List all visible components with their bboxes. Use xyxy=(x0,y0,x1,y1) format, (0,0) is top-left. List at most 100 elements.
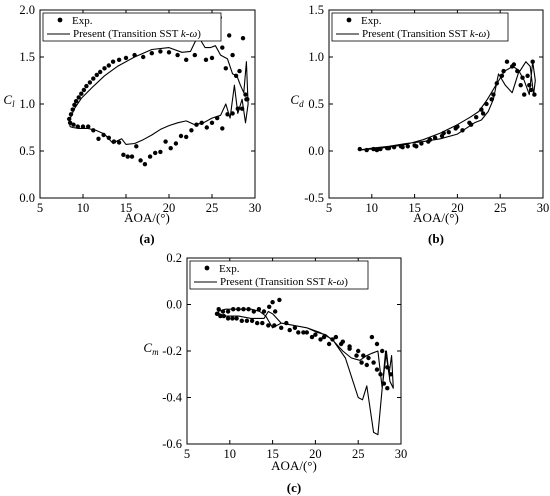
chart-b-legend-label-present: Present (Transition SST k-ω) xyxy=(362,28,490,40)
chart-a-exp-point xyxy=(106,63,112,68)
chart-a-exp-point xyxy=(173,141,179,146)
chart-b-exp-point xyxy=(405,144,410,149)
chart-c-legend-label-exp: Exp. xyxy=(219,263,240,275)
chart-b-legend-marker-exp xyxy=(346,17,352,23)
chart-c-exp-point xyxy=(225,316,231,321)
chart-b-frame xyxy=(328,9,544,199)
chart-a-exp-point xyxy=(204,125,209,130)
chart-c-exp-point xyxy=(256,307,262,312)
chart-c-exp-point xyxy=(318,337,323,342)
chart-c-exp-point xyxy=(225,309,231,314)
chart-a-exp-point xyxy=(129,154,135,159)
chart-b-xtick-label: 5 xyxy=(326,201,332,215)
chart-b-legend-box xyxy=(331,12,509,42)
chart-c-exp-point xyxy=(239,318,244,323)
chart-c-exp-point xyxy=(277,297,282,303)
chart-b-exp-point xyxy=(474,115,479,120)
chart-a-exp-point xyxy=(116,140,122,145)
chart-a-exp-point xyxy=(81,87,87,93)
chart-c-ylabel: Cm xyxy=(143,340,159,357)
chart-a-legend-label-present: Present (Transition SST k-ω) xyxy=(73,28,201,40)
chart-c-exp-point xyxy=(304,330,309,335)
chart-a-exp-point xyxy=(86,124,91,129)
chart-a-xtick-label: 15 xyxy=(120,201,133,215)
chart-b-xlabel: AOA/(°) xyxy=(413,210,459,225)
chart-a-exp-point xyxy=(142,162,148,167)
chart-c-exp-point xyxy=(244,318,250,323)
chart-b-ytick-label: 1.0 xyxy=(308,50,324,64)
chart-a-legend-marker-exp xyxy=(57,17,63,23)
chart-a-exp-point xyxy=(220,45,225,50)
chart-c-exp-point xyxy=(364,362,369,368)
chart-c-ytick-label: 0.2 xyxy=(166,251,182,265)
chart-b-legend-label-exp: Exp. xyxy=(361,15,382,27)
chart-c-exp-point xyxy=(292,325,298,330)
chart-a-panel-label: (a) xyxy=(139,231,154,246)
chart-a-exp-point xyxy=(79,91,84,96)
chart-a-exp-point xyxy=(184,57,189,62)
chart-b-xtick-label: 10 xyxy=(366,201,379,215)
chart-c-exp-point xyxy=(234,316,239,321)
chart-c-exp-point xyxy=(273,309,278,314)
chart-a-exp-point xyxy=(96,136,101,141)
chart-a-ytick-label: 1.0 xyxy=(19,97,35,111)
chart-c-exp-point xyxy=(366,355,371,361)
chart-c-ytick-label: 0.0 xyxy=(166,298,182,312)
chart-a-exp-point xyxy=(71,122,76,127)
chart-c-exp-point xyxy=(309,334,315,340)
chart-b-xtick-label: 30 xyxy=(537,201,550,215)
chart-a-exp-point xyxy=(209,55,215,61)
chart-c-exp-point xyxy=(380,348,385,354)
chart-b-ylabel: Cd xyxy=(290,92,304,109)
chart-a-exp-point xyxy=(209,120,215,126)
chart-c-exp-point xyxy=(359,360,364,365)
chart-c-exp-point xyxy=(287,327,292,333)
chart-c-exp-point xyxy=(340,339,345,344)
chart-c-series-present-line xyxy=(217,308,394,436)
chart-c-panel-label: (c) xyxy=(287,480,301,495)
chart-a-legend-box xyxy=(42,12,222,42)
chart-a-exp-point xyxy=(163,139,168,144)
chart-b-exp-point xyxy=(511,62,517,67)
chart-b-exp-point xyxy=(532,92,537,97)
chart-c-ytick-label: -0.2 xyxy=(162,344,182,358)
chart-a-exp-point xyxy=(121,152,126,157)
chart-a-exp-point xyxy=(192,52,197,58)
chart-b-exp-point xyxy=(446,130,451,135)
chart-c-legend-box xyxy=(189,260,369,290)
chart-a-ytick-label: 1.5 xyxy=(19,50,35,64)
chart-b-ytick-label: 0.5 xyxy=(308,97,324,111)
chart-c-exp-point xyxy=(326,341,332,347)
chart-b-legend: Exp. Present (Transition SST k-ω) xyxy=(331,12,509,42)
chart-a-exp-point xyxy=(227,33,232,38)
chart-c-xtick-label: 15 xyxy=(266,447,279,461)
chart-a-xlabel: AOA/(°) xyxy=(124,210,170,225)
chart-b-ytick-label: 0.0 xyxy=(308,144,324,158)
chart-a-exp-point xyxy=(178,133,184,139)
chart-c-exp-point xyxy=(371,360,376,365)
chart-a-ytick-label: 2.0 xyxy=(19,3,35,17)
chart-b-exp-point xyxy=(480,111,486,116)
chart-b-exp-point xyxy=(518,83,523,88)
chart-a-exp-point xyxy=(84,83,89,89)
chart-a-xtick-label: 25 xyxy=(206,201,219,215)
chart-a-exp-point xyxy=(230,111,235,116)
chart-panel-a: AOA/(°) Cl (a) Exp. Present (Transition … xyxy=(3,3,261,246)
chart-a-exp-point xyxy=(240,36,246,41)
chart-c-xtick-label: 30 xyxy=(395,447,408,461)
chart-b-ytick-label: -0.5 xyxy=(304,191,324,205)
chart-b-series-present-line xyxy=(358,61,536,151)
chart-a-exp-point xyxy=(134,144,139,149)
chart-a-exp-point xyxy=(184,134,189,140)
chart-c-xtick-label: 20 xyxy=(309,447,322,461)
chart-b-exp-point xyxy=(400,145,405,150)
chart-c-xtick-label: 25 xyxy=(352,447,365,461)
chart-a-exp-point xyxy=(175,52,180,58)
chart-c-exp-point xyxy=(270,300,275,305)
chart-a-series-present-line xyxy=(68,34,249,145)
chart-a-ytick-label: 0.0 xyxy=(19,191,35,205)
chart-a-xtick-label: 5 xyxy=(37,201,43,215)
chart-a-exp-point xyxy=(138,158,143,163)
chart-b-exp-point xyxy=(357,146,362,152)
